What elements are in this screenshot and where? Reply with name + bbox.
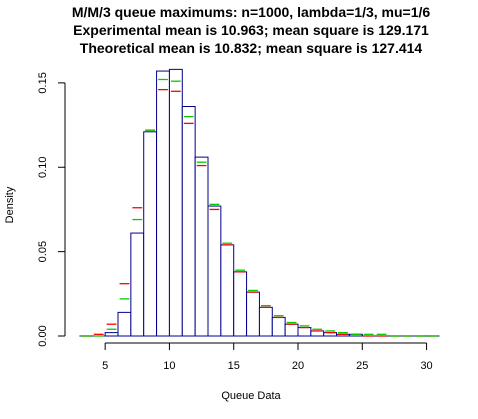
x-tick-label: 30 <box>420 360 432 372</box>
histogram-bar <box>297 327 312 337</box>
x-axis-label: Queue Data <box>221 390 281 402</box>
histogram-bar <box>194 156 209 337</box>
histogram-bar <box>117 311 132 337</box>
y-tick-label: 0.00 <box>37 325 49 346</box>
histogram-bar <box>310 330 325 337</box>
y-axis-label: Density <box>4 186 16 223</box>
y-tick-label: 0.10 <box>37 157 49 178</box>
chart-title-line-3: Theoretical mean is 10.832; mean square … <box>80 40 423 56</box>
y-tick-label: 0.05 <box>37 241 49 262</box>
histogram-bar <box>143 131 158 337</box>
histogram-bar <box>181 106 196 337</box>
histogram-bars <box>79 68 440 337</box>
axes: 5 10 15 20 25 30 0.00 0.05 0.10 0.15 <box>37 72 433 372</box>
histogram-bar <box>130 232 145 337</box>
x-tick-label: 20 <box>292 360 304 372</box>
density-markers <box>80 78 438 337</box>
histogram-bar <box>104 332 119 337</box>
chart-title-line-2: Experimental mean is 10.963; mean square… <box>73 22 429 38</box>
histogram-bar <box>246 291 260 337</box>
histogram-bar <box>207 205 222 337</box>
x-tick-label: 15 <box>228 360 240 372</box>
histogram-bar <box>168 68 183 337</box>
histogram-bar <box>258 306 273 337</box>
chart-title-line-1: M/M/3 queue maximums: n=1000, lambda=1/3… <box>72 4 431 20</box>
histogram-bar <box>284 323 299 337</box>
x-tick-label: 5 <box>102 360 108 372</box>
x-tick-label: 25 <box>356 360 368 372</box>
histogram-bar <box>233 271 248 337</box>
y-tick-label: 0.15 <box>37 72 49 93</box>
x-tick-label: 10 <box>163 360 175 372</box>
histogram-bar <box>156 70 170 337</box>
histogram-bar <box>220 244 235 337</box>
histogram-bar <box>271 316 286 337</box>
